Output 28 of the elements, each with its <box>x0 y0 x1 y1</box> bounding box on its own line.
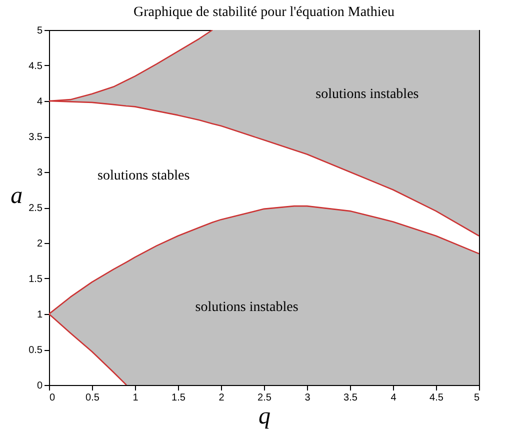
y-tick-label: 4.5 <box>28 61 43 72</box>
y-axis-title: a <box>10 183 23 209</box>
x-tick-label: 1 <box>132 392 139 404</box>
y-tick-label: 5 <box>36 26 43 36</box>
y-tick-label: 2.5 <box>28 203 43 214</box>
annotation: solutions stables <box>98 168 190 184</box>
x-axis-title: q <box>258 404 270 430</box>
y-tick-label: 2 <box>36 238 43 250</box>
x-tick-label: 4 <box>390 392 397 404</box>
annotation: solutions instables <box>316 86 419 102</box>
x-tick-label: 0 <box>50 392 56 404</box>
x-tick-label: 2 <box>218 392 225 404</box>
chart-title: Graphique de stabilité pour l'équation Mathieu <box>133 5 395 20</box>
x-tick-label: 4.5 <box>430 392 444 404</box>
annotation: solutions instables <box>195 300 298 315</box>
x-tick-label: 1.5 <box>172 392 186 404</box>
y-tick-label: 1.5 <box>28 274 43 285</box>
y-tick-label: 0 <box>36 380 43 392</box>
x-tick-label: 5 <box>474 392 480 404</box>
x-tick-label: 0.5 <box>86 392 100 404</box>
y-tick-label: 3 <box>36 168 43 178</box>
y-tick-label: 3.5 <box>28 132 43 143</box>
x-tick-label: 3.5 <box>344 392 358 404</box>
x-tick-label: 2.5 <box>258 392 272 404</box>
y-tick-label: 4 <box>36 96 43 108</box>
x-tick-label: 3 <box>304 392 311 404</box>
y-tick-label: 1 <box>36 310 43 320</box>
y-tick-label: 0.5 <box>28 345 43 356</box>
